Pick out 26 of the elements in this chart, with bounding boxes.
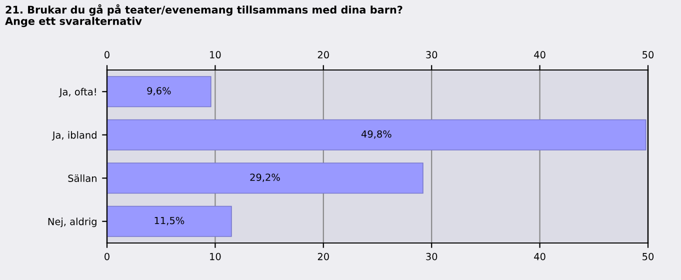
- x2-tick-label: 0: [104, 51, 110, 58]
- chart-title: 21. Brukar du gå på teater/evenemang tillsammans med dina barn?: [6, 4, 402, 16]
- y-tick-label: Nej, aldrig: [48, 218, 96, 228]
- x2-tick-label: 50: [642, 51, 654, 58]
- data-label: 9,6%: [147, 87, 171, 96]
- x2-tick-label: 20: [318, 51, 329, 58]
- x2-tick-label: 30: [426, 51, 438, 58]
- x-tick-label: 40: [534, 252, 546, 260]
- bar: [107, 76, 212, 108]
- x-tick-label: 0: [104, 252, 110, 260]
- data-label: 11,5%: [154, 216, 184, 226]
- x-tick-label: 30: [426, 252, 438, 260]
- bar: [107, 162, 424, 194]
- x-tick-label: 10: [210, 252, 221, 260]
- bar: [107, 206, 232, 237]
- y-tick-label: Sällan: [68, 174, 96, 182]
- data-label: 29,2%: [250, 174, 280, 182]
- x2-tick-label: 10: [210, 51, 221, 58]
- x-tick-label: 20: [318, 252, 329, 260]
- x2-tick-label: 40: [534, 51, 546, 58]
- y-tick-label: Ja, ibland: [52, 131, 96, 141]
- y-tick-label: Ja, ofta!: [58, 88, 96, 98]
- bar: [107, 119, 646, 150]
- data-label: 49,8%: [361, 130, 392, 139]
- chart-subtitle: Ange ett svaralternativ: [5, 16, 142, 28]
- x-tick-label: 50: [642, 252, 654, 260]
